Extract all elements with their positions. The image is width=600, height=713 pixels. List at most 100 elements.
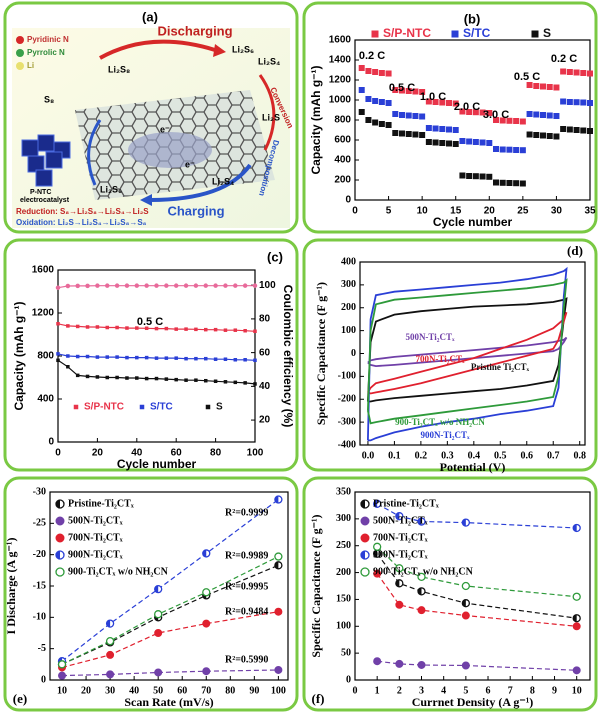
point xyxy=(395,659,404,668)
point xyxy=(472,173,479,180)
point xyxy=(154,326,159,331)
point xyxy=(513,147,520,153)
y-tick-label: 800 xyxy=(334,115,351,126)
marker-ring xyxy=(274,552,283,561)
point xyxy=(540,83,546,90)
fit-label: R²=0.5990 xyxy=(225,654,268,665)
point xyxy=(573,127,580,133)
point xyxy=(223,328,228,332)
point xyxy=(459,138,466,144)
point xyxy=(174,377,178,382)
point xyxy=(392,111,399,117)
point xyxy=(419,132,426,138)
discharging: Discharging xyxy=(157,23,232,38)
x-tick-label: 100 xyxy=(247,448,264,459)
point xyxy=(446,140,452,147)
y-axis-title: Specific Capacitance (F g⁻¹) xyxy=(314,282,328,425)
annotation: 3.0 C xyxy=(483,109,509,121)
y-tick-label: 0 xyxy=(346,674,351,685)
legend-label: S/P-NTC xyxy=(383,26,431,40)
x-tick-label: 20 xyxy=(81,685,91,696)
border xyxy=(3,476,299,712)
x-tick-label: 0.3 xyxy=(441,450,454,461)
point xyxy=(417,517,426,526)
point xyxy=(223,357,228,361)
x-tick-label: 60 xyxy=(177,685,187,696)
arrow-head xyxy=(213,44,226,57)
point xyxy=(560,126,567,132)
legend-label: S/P-NTC xyxy=(84,402,124,413)
point xyxy=(459,172,466,179)
annotation: 0.2 C xyxy=(551,53,577,65)
x-tick-label: 10 xyxy=(57,685,67,696)
point xyxy=(425,98,432,105)
series-label: 900N-Ti₂CTₓ xyxy=(420,430,470,440)
legend-text: Pyridinic N xyxy=(27,35,69,44)
panel-label: (d) xyxy=(567,243,583,258)
point xyxy=(243,381,247,385)
marker-half xyxy=(395,579,400,587)
arrow-head xyxy=(140,194,152,206)
marker-ring xyxy=(395,564,404,573)
y2-tick-label: 60 xyxy=(259,347,271,358)
point xyxy=(373,499,382,508)
species: Li₂S xyxy=(262,112,280,122)
pore xyxy=(128,132,212,168)
point xyxy=(540,112,546,118)
point xyxy=(114,283,120,288)
x-tick-label: 15 xyxy=(450,206,462,217)
marker-half xyxy=(202,549,207,557)
point xyxy=(461,661,470,670)
y-tick-label: -25 xyxy=(33,518,46,529)
x-tick-label: 0.4 xyxy=(468,450,481,461)
point xyxy=(213,357,218,361)
point xyxy=(233,358,238,362)
x-tick-label: 80 xyxy=(225,685,235,696)
marker-half xyxy=(395,512,400,520)
x-tick-label: 90 xyxy=(249,685,259,696)
legend-label: S/TC xyxy=(463,26,491,40)
legend-marker xyxy=(55,533,65,543)
point xyxy=(194,378,198,382)
x-tick-label: 5 xyxy=(463,685,468,696)
x-tick-label: 10 xyxy=(417,206,429,217)
y-tick-label: 800 xyxy=(37,351,54,362)
y-tick-label: -30 xyxy=(33,486,46,497)
marker-ring xyxy=(572,592,581,601)
x-tick-label: 0 xyxy=(352,206,358,217)
catalyst: electrocatalyst xyxy=(20,197,70,204)
point xyxy=(405,131,412,137)
point xyxy=(213,283,218,288)
point xyxy=(174,356,178,360)
point xyxy=(432,139,439,146)
point xyxy=(472,139,479,145)
fit-label: R²=0.9999 xyxy=(225,507,268,518)
point xyxy=(213,327,218,332)
point xyxy=(164,356,169,360)
point xyxy=(566,69,573,75)
point xyxy=(105,283,110,288)
x-tick-label: 0 xyxy=(55,448,61,459)
point xyxy=(154,584,163,594)
y-tick-label: -10 xyxy=(33,612,46,623)
y-tick-label: 200 xyxy=(334,175,351,186)
x-axis-title: Scan Rate (mV/s) xyxy=(124,695,213,709)
x-tick-label: 25 xyxy=(517,206,529,217)
y-tick-label: 1000 xyxy=(329,95,352,106)
point xyxy=(95,375,100,379)
point xyxy=(392,130,399,136)
y-tick-label: -5 xyxy=(38,643,46,654)
series-line xyxy=(367,297,568,403)
point xyxy=(572,666,581,675)
point xyxy=(573,99,580,106)
x-tick-label: 60 xyxy=(171,448,183,459)
point xyxy=(66,365,70,369)
y-tick-label: 1600 xyxy=(32,265,55,276)
point xyxy=(204,378,208,383)
point xyxy=(587,100,593,106)
point xyxy=(533,111,540,118)
oxidation-arrow xyxy=(87,119,102,186)
legend-marker xyxy=(371,30,379,38)
fit-label: R²=0.9484 xyxy=(225,606,268,617)
x-axis-title: Cycle number xyxy=(433,215,513,229)
